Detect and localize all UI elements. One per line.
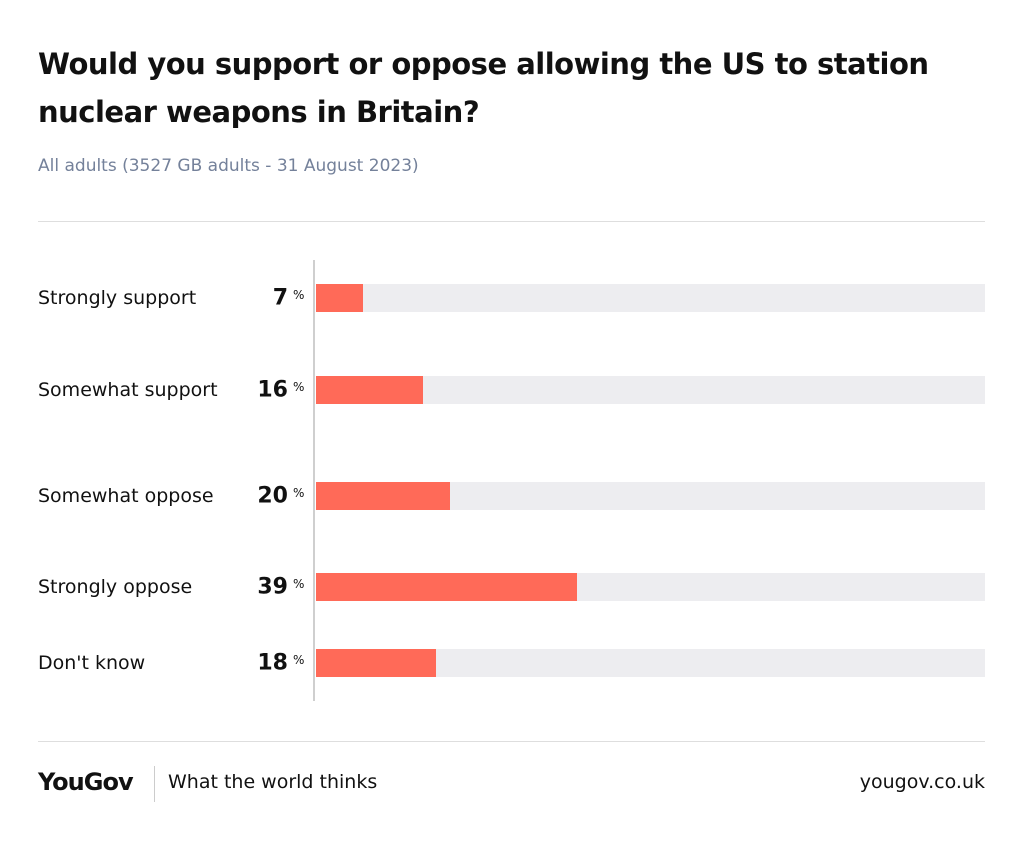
category-label: Don't know <box>38 652 146 674</box>
divider <box>154 766 155 802</box>
category-label: Strongly support <box>38 287 197 309</box>
unit-label: % <box>293 288 305 302</box>
bar <box>316 284 363 312</box>
logo: YouGov <box>38 768 134 796</box>
bar <box>316 649 437 677</box>
category-label: Strongly oppose <box>38 576 193 598</box>
tagline: What the world thinks <box>168 771 378 793</box>
value-label: 16 <box>257 377 288 403</box>
category-label: Somewhat oppose <box>38 485 214 507</box>
bar <box>316 482 450 510</box>
chart-subtitle: All adults (3527 GB adults - 31 August 2… <box>38 156 419 176</box>
bar-track <box>316 376 985 404</box>
separator <box>38 741 985 742</box>
value-label: 18 <box>257 650 288 676</box>
category-label: Somewhat support <box>38 379 218 401</box>
value-label: 20 <box>257 483 288 509</box>
bar <box>316 573 577 601</box>
bar <box>316 376 424 404</box>
unit-label: % <box>293 653 305 667</box>
url: yougov.co.uk <box>859 771 985 793</box>
axis-line <box>313 260 315 701</box>
chart-title: Would you support or oppose allowing the… <box>38 47 929 129</box>
value-label: 39 <box>257 574 288 600</box>
unit-label: % <box>293 486 305 500</box>
value-label: 7 <box>272 285 288 311</box>
unit-label: % <box>293 577 305 591</box>
unit-label: % <box>293 380 305 394</box>
bar-track <box>316 284 985 312</box>
separator <box>38 221 985 222</box>
